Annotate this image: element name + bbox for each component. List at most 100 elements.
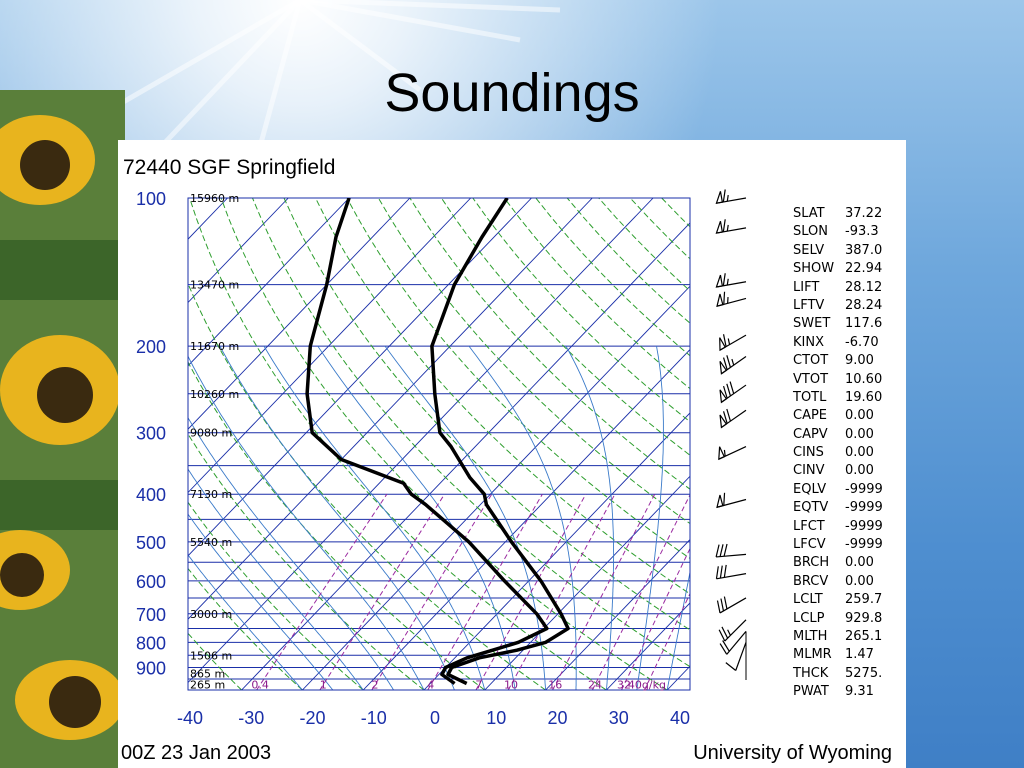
mixing-ratio-line [319, 493, 445, 690]
moist-adiabat [468, 345, 577, 690]
index-value: 1.47 [845, 647, 874, 663]
barb-flag [729, 381, 735, 394]
barb-flag [719, 544, 724, 557]
index-value: 0.00 [845, 555, 874, 571]
barb-flag [723, 492, 726, 506]
barb-flag [723, 291, 726, 305]
barb-flag [722, 273, 726, 286]
barb-flag [722, 189, 726, 203]
barb-flag [719, 565, 723, 579]
mixing-ratio-label: 4 [427, 679, 434, 692]
wind-barb [716, 596, 747, 614]
index-value: -9999 [845, 537, 883, 553]
barb-flag [722, 411, 728, 424]
barb-pennant [716, 494, 724, 509]
barb-half-flag [726, 194, 729, 202]
mixing-ratio-line [591, 493, 690, 690]
mixing-ratio-label: 0.4 [251, 679, 269, 692]
index-key: CAPV [793, 426, 828, 442]
dry-adiabat [283, 198, 690, 631]
index-key: LCLP [793, 610, 825, 626]
wind-barb [715, 189, 747, 204]
mixing-ratio-label: 24 [588, 679, 602, 692]
index-key: LCLT [793, 592, 823, 608]
index-value: 28.12 [845, 279, 883, 295]
pressure-tick-label: 300 [136, 424, 166, 444]
mixing-ratio-line [621, 547, 690, 690]
height-label: 11670 m [190, 340, 239, 353]
isotherm-line [484, 475, 690, 690]
pressure-tick-label: 100 [136, 189, 166, 209]
isotherm-line [302, 285, 690, 690]
moist-adiabat [565, 345, 615, 690]
moist-adiabat [317, 345, 516, 690]
temperature-tick-label: 20 [547, 708, 567, 728]
index-value: 387.0 [845, 242, 883, 258]
index-value: 929.8 [845, 610, 883, 626]
mixing-ratio-line [256, 493, 388, 690]
dry-adiabat [188, 632, 242, 690]
chart-title: 72440 SGF Springfield [123, 156, 336, 179]
barb-pennant [715, 191, 724, 204]
mixing-ratio-line [371, 493, 493, 690]
dry-adiabat [315, 198, 690, 595]
index-row-capv: CAPV 0.00 [793, 427, 883, 445]
wind-barb [715, 273, 747, 288]
index-key: CINV [793, 463, 825, 479]
index-row-slat: SLAT 37.22 [793, 206, 883, 224]
sunflower-image [0, 90, 125, 768]
index-row-cape: CAPE 0.00 [793, 408, 883, 426]
index-row-brch: BRCH 0.00 [793, 555, 883, 573]
index-row-ctot: CTOT 9.00 [793, 353, 883, 371]
index-value: 5275. [845, 665, 883, 681]
pressure-tick-label: 700 [136, 605, 166, 625]
index-value: 0.00 [845, 573, 874, 589]
pressure-tick-label: 800 [136, 633, 166, 653]
index-row-lclt: LCLT 259.7 [793, 592, 883, 610]
temperature-tick-label: 0 [430, 708, 440, 728]
barb-flag [722, 385, 728, 399]
pressure-tick-label: 900 [136, 658, 166, 678]
mixing-ratio-label: 40g/kg [628, 679, 666, 692]
index-key: LIFT [793, 279, 820, 295]
barb-flag [715, 566, 719, 579]
index-key: VTOT [793, 371, 829, 387]
dry-adiabat [188, 567, 303, 690]
barb-flag [720, 598, 725, 612]
index-key: TOTL [793, 389, 827, 405]
index-row-kinx: KINX -6.70 [793, 335, 883, 353]
index-row-mlmr: MLMR 1.47 [793, 647, 883, 665]
barb-half-flag [727, 296, 729, 304]
mixing-ratio-line [552, 493, 656, 690]
index-key: EQTV [793, 500, 829, 516]
index-key: LFTV [793, 297, 825, 313]
index-value: 28.24 [845, 297, 883, 313]
wind-barb [716, 291, 747, 308]
plot-frame [187, 197, 691, 691]
index-key: CTOT [793, 353, 829, 369]
barb-flag [722, 219, 726, 232]
mixing-ratio-line [475, 493, 587, 690]
dry-adiabat [188, 433, 425, 690]
temperature-tick-label: -40 [177, 708, 203, 728]
isotherm-line [188, 198, 654, 684]
barb-shaft [735, 642, 747, 671]
barb-half-flag [726, 278, 729, 286]
index-key: SHOW [793, 261, 835, 277]
wind-barb [718, 445, 747, 461]
background-grid [188, 198, 690, 690]
index-key: BRCH [793, 555, 830, 571]
index-value: 0.00 [845, 463, 874, 479]
barb-half-flag [727, 629, 731, 636]
barb-shaft [716, 573, 747, 580]
height-label: 1506 m [190, 649, 232, 662]
stability-indices-table: SLAT 37.22 SLON -93.3 SELV 387.0 SHOW 22.94 LIFT… [793, 206, 883, 703]
index-row-lfct: LFCT -9999 [793, 519, 883, 537]
height-label: 265 m [190, 679, 225, 692]
barb-flag [716, 600, 721, 614]
dry-adiabat [188, 360, 486, 690]
wind-barb [715, 543, 747, 558]
mixing-ratio-label: 10 [504, 679, 518, 692]
height-label: 7130 m [190, 488, 232, 501]
